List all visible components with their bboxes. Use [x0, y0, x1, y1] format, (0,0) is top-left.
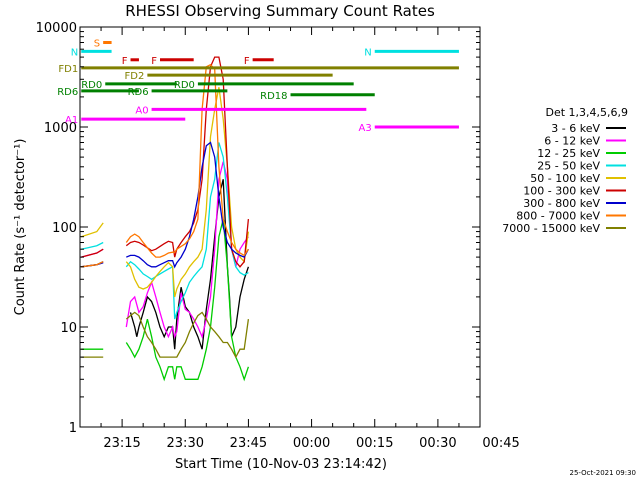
annotation-label-7: FD1: [58, 64, 78, 75]
annotation-label-15: A1: [65, 115, 78, 126]
y-tick-label: 10000: [36, 21, 77, 36]
y-tick-label: 1: [69, 421, 77, 436]
annotation-label-1: S: [94, 38, 100, 49]
annotation-label-9: RD0: [81, 80, 102, 91]
series-line-1: [81, 179, 250, 350]
y-tick-label: 10: [60, 321, 77, 336]
legend-label-1: 3 - 6 keV: [551, 122, 600, 135]
legend-label-2: 6 - 12 keV: [544, 135, 600, 148]
legend-label-6: 100 - 300 keV: [523, 185, 600, 198]
annotation-label-6: F: [244, 56, 250, 67]
x-axis: 23:15 23:30 23:45 00:00 00:15 00:30 00:45: [79, 27, 520, 451]
annotation-label-11: RD6: [57, 87, 78, 98]
series-line-9: [81, 311, 250, 359]
annotation-label-13: RD18: [260, 91, 287, 102]
y-tick-label: 1000: [44, 121, 77, 136]
y-axis-label: Count Rate (s⁻¹ detector⁻¹): [13, 139, 28, 316]
annotation-label-4: F: [122, 56, 128, 67]
legend-label-4: 25 - 50 keV: [537, 160, 600, 173]
y-tick-label: 100: [52, 221, 77, 236]
legend-label-9: 7000 - 15000 keV: [502, 222, 600, 235]
legend-header: Det 1,3,4,5,6,9: [545, 106, 628, 119]
annotation-label-16: A3: [359, 123, 372, 134]
annotation-label-10: RD0: [174, 80, 195, 91]
annotation-label-8: FD2: [125, 71, 145, 82]
annotation-label-14: A0: [135, 105, 148, 116]
legend-label-7: 300 - 800 keV: [523, 197, 600, 210]
annotation-label-5: F: [151, 56, 157, 67]
chart-title: RHESSI Observing Summary Count Rates: [125, 2, 435, 20]
timestamp: 25-Oct-2021 09:30: [570, 469, 636, 477]
x-tick-label: 00:00: [293, 436, 330, 451]
x-axis-label: Start Time (10-Nov-03 23:14:42): [175, 457, 387, 472]
x-tick-label: 23:45: [230, 436, 267, 451]
legend-label-5: 50 - 100 keV: [530, 172, 600, 185]
y-axis: 1 10 100 1000 10000: [36, 21, 480, 436]
x-tick-label: 23:15: [103, 436, 140, 451]
annotation-label-3: N: [364, 47, 371, 58]
series-layer: [81, 56, 250, 382]
series-line-3: [81, 218, 250, 382]
x-tick-label: 00:45: [482, 436, 519, 451]
legend-label-8: 800 - 7000 keV: [516, 210, 600, 223]
x-tick-label: 00:30: [419, 436, 456, 451]
series-line-8: [81, 63, 249, 268]
series-line-4: [81, 142, 249, 320]
annotation-label-12: RD6: [128, 87, 149, 98]
legend-label-3: 12 - 25 keV: [537, 147, 600, 160]
x-tick-label: 23:30: [167, 436, 204, 451]
x-tick-label: 00:15: [356, 436, 393, 451]
annotation-label-2: N: [71, 47, 78, 58]
